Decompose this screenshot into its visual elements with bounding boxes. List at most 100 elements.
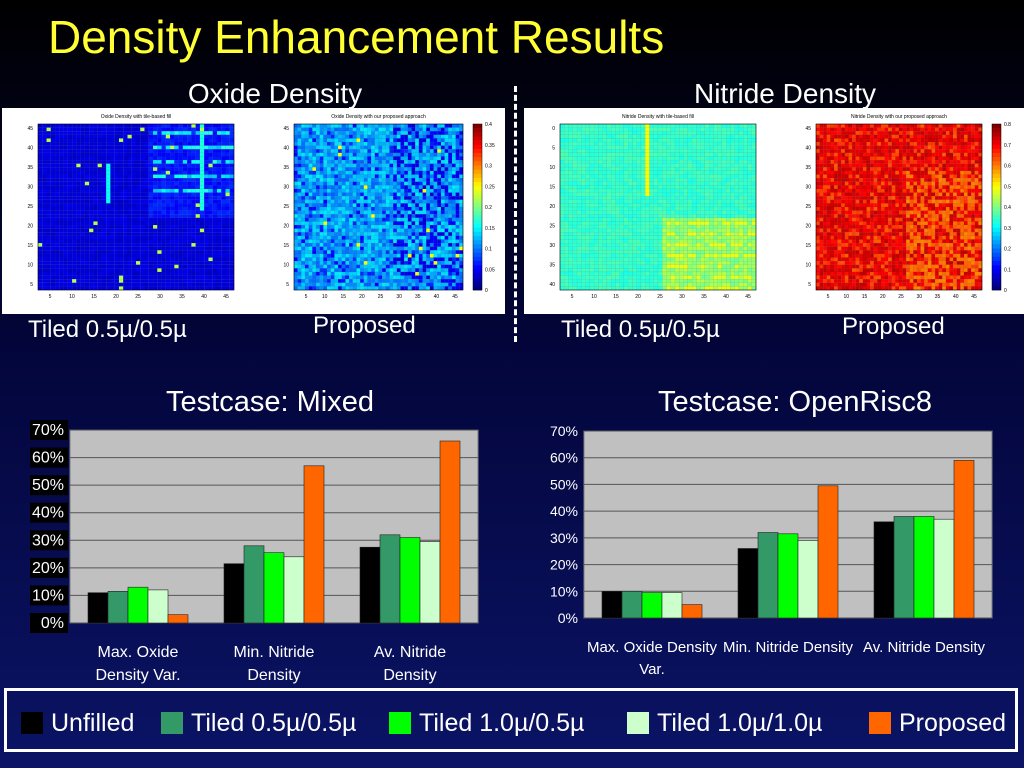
heatmap-cell bbox=[76, 253, 81, 258]
heatmap-cell bbox=[297, 250, 302, 255]
heatmap-cell bbox=[326, 264, 331, 269]
heatmap-cell bbox=[378, 275, 383, 280]
heatmap-cell bbox=[459, 279, 464, 283]
heatmap-cell bbox=[212, 138, 218, 143]
heatmap-cell bbox=[440, 163, 445, 168]
heatmap-cell bbox=[148, 181, 154, 186]
heatmap-cell bbox=[437, 174, 442, 179]
heatmap-cell bbox=[59, 199, 64, 204]
heatmap-cell bbox=[411, 188, 416, 193]
heatmap-cell bbox=[71, 196, 77, 200]
heatmap-cell bbox=[326, 217, 331, 222]
heatmap-cell bbox=[576, 224, 582, 229]
heatmap-cell bbox=[174, 264, 179, 269]
heatmap-cell bbox=[345, 156, 350, 161]
heatmap-cell bbox=[195, 141, 201, 146]
heatmap-cell bbox=[123, 253, 128, 258]
heatmap-cell bbox=[374, 192, 379, 197]
heatmap-cell bbox=[37, 163, 43, 168]
heatmap-cell bbox=[148, 170, 154, 175]
heatmap-cell bbox=[323, 149, 328, 154]
heatmap-cell bbox=[131, 149, 137, 154]
heatmap-cell bbox=[297, 221, 302, 226]
heatmap-cell bbox=[89, 199, 94, 204]
heatmap-cell bbox=[93, 250, 98, 255]
heatmap-cell bbox=[407, 275, 412, 280]
heatmap-cell bbox=[135, 286, 141, 291]
heatmap-cell bbox=[118, 224, 124, 229]
heatmap-cell bbox=[422, 178, 427, 182]
heatmap-cell bbox=[422, 210, 427, 215]
heatmap-cell bbox=[229, 127, 235, 132]
heatmap-cell bbox=[50, 196, 56, 200]
heatmap-cell bbox=[93, 145, 98, 150]
section-divider bbox=[514, 86, 517, 342]
heatmap-ytick: 40 bbox=[283, 146, 289, 152]
heatmap-cell bbox=[593, 185, 599, 190]
heatmap-cell bbox=[619, 196, 625, 200]
heatmap-cell bbox=[157, 141, 162, 146]
heatmap-cell bbox=[42, 257, 47, 262]
heatmap-cell bbox=[123, 261, 128, 265]
heatmap-cell bbox=[407, 181, 412, 186]
heatmap-cell bbox=[572, 206, 578, 211]
heatmap-cell bbox=[337, 188, 342, 193]
heatmap-cell bbox=[437, 181, 442, 186]
heatmap-cell bbox=[345, 271, 350, 276]
heatmap-cell bbox=[89, 224, 94, 229]
heatmap-cell bbox=[178, 149, 184, 154]
heatmap-cell bbox=[59, 131, 64, 136]
heatmap-cell bbox=[437, 253, 442, 258]
heatmap-cell bbox=[581, 145, 586, 150]
heatmap-cell bbox=[63, 250, 69, 255]
heatmap-cell bbox=[308, 192, 313, 197]
heatmap-cell bbox=[426, 257, 431, 262]
heatmap-cell bbox=[352, 221, 357, 226]
heatmap-cell bbox=[411, 253, 416, 258]
heatmap-cell bbox=[585, 275, 591, 280]
heatmap-cell bbox=[400, 206, 405, 211]
heatmap-cell bbox=[54, 206, 60, 211]
heatmap-cell bbox=[76, 268, 81, 273]
heatmap-cell bbox=[54, 127, 60, 132]
heatmap-cell bbox=[297, 192, 302, 197]
heatmap-cell bbox=[337, 152, 342, 157]
heatmap-cell bbox=[407, 271, 412, 276]
heatmap-cell bbox=[148, 210, 154, 215]
heatmap-cell bbox=[297, 156, 302, 161]
heatmap-cell bbox=[216, 279, 222, 283]
heatmap-cell bbox=[50, 210, 56, 215]
heatmap-cell bbox=[174, 217, 179, 222]
heatmap-cell bbox=[182, 279, 188, 283]
heatmap-cell bbox=[606, 152, 612, 157]
heatmap-cell bbox=[378, 239, 383, 244]
heatmap-cell bbox=[50, 163, 56, 168]
heatmap-cell bbox=[598, 159, 603, 164]
heatmap-cell bbox=[161, 210, 167, 215]
heatmap-cell bbox=[152, 145, 158, 150]
heatmap-cell bbox=[337, 242, 342, 247]
heatmap-cell bbox=[429, 181, 434, 186]
heatmap-cell bbox=[191, 141, 196, 146]
heatmap-cell bbox=[204, 192, 209, 197]
heatmap-cell bbox=[106, 279, 111, 283]
heatmap-cell bbox=[385, 246, 390, 251]
heatmap-cell bbox=[378, 235, 383, 240]
heatmap-cell bbox=[444, 178, 449, 182]
heatmap-cell bbox=[101, 149, 107, 154]
heatmap-cell bbox=[187, 181, 192, 186]
heatmap-cell bbox=[352, 246, 357, 251]
heatmap-cell bbox=[371, 286, 375, 291]
heatmap-cell bbox=[157, 279, 162, 283]
heatmap-cell bbox=[71, 203, 77, 208]
heatmap-cell bbox=[326, 167, 331, 172]
heatmap-cell bbox=[393, 271, 398, 276]
heatmap-cell bbox=[106, 261, 111, 265]
heatmap-cell bbox=[363, 159, 368, 164]
heatmap-cell bbox=[400, 214, 405, 219]
heatmap-cell bbox=[363, 188, 368, 193]
heatmap-cell bbox=[148, 275, 154, 280]
heatmap-cell bbox=[367, 224, 372, 229]
heatmap-cell bbox=[404, 181, 409, 186]
heatmap-cell bbox=[161, 264, 167, 269]
